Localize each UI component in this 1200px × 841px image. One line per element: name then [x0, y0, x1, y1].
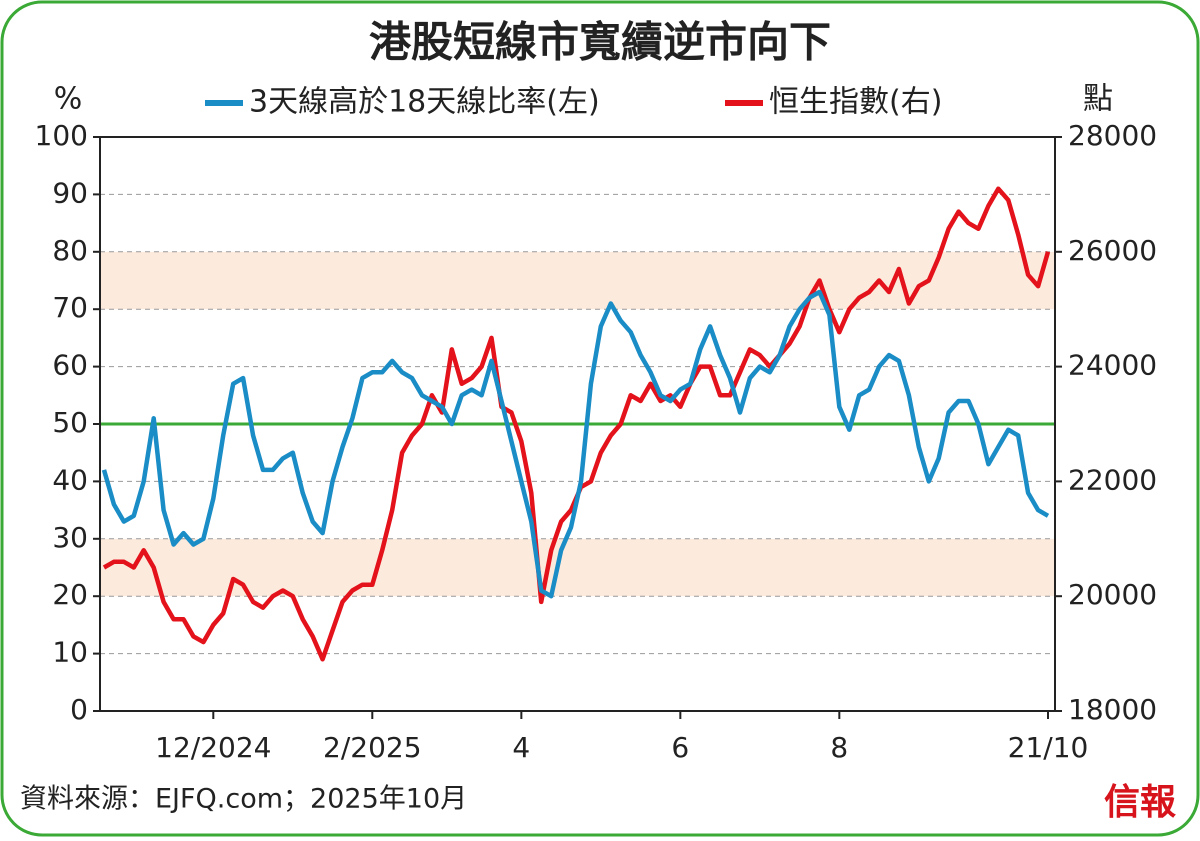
y-tick-label: 90	[52, 176, 88, 209]
series-line	[101, 289, 1050, 599]
y-tick-label: 40	[52, 463, 88, 496]
y-tick-label: 0	[70, 693, 88, 726]
chart-title: 港股短線市寬續逆市向下	[369, 18, 831, 67]
y-tick-label: 10	[52, 636, 88, 669]
y2-tick-label: 24000	[1068, 349, 1157, 382]
logo: 信報	[1104, 781, 1176, 823]
y-tick-label: 60	[52, 349, 88, 382]
y-tick-label: 100	[35, 119, 88, 152]
y2-tick-label: 28000	[1068, 119, 1157, 152]
x-tick-label: 8	[830, 731, 848, 764]
legend-label: 恒生指數(右)	[769, 85, 942, 120]
y2-tick-label: 26000	[1068, 234, 1157, 267]
legend-label: 3天線高於18天線比率(左)	[249, 85, 600, 120]
x-tick-label: 6	[671, 731, 689, 764]
shaded-band	[100, 538, 1055, 597]
y-tick-label: 30	[52, 521, 88, 554]
y2-tick-label: 18000	[1068, 693, 1157, 726]
x-tick-label: 12/2024	[155, 731, 271, 764]
x-tick-label: 4	[512, 731, 530, 764]
x-tick-label: 2/2025	[323, 731, 422, 764]
y-tick-label: 80	[52, 234, 88, 267]
y-tick-label: 20	[52, 578, 88, 611]
y-tick-label: 50	[52, 406, 88, 439]
source-note: 資料來源：EJFQ.com；2025年10月	[20, 784, 467, 815]
y2-tick-label: 22000	[1068, 463, 1157, 496]
y2-tick-label: 20000	[1068, 578, 1157, 611]
plot-frame	[99, 136, 1056, 712]
y2-axis-label: 點	[1083, 82, 1113, 117]
y-axis-label: %	[54, 82, 83, 117]
y-tick-label: 70	[52, 291, 88, 324]
x-tick-label: 21/10	[1008, 731, 1089, 764]
